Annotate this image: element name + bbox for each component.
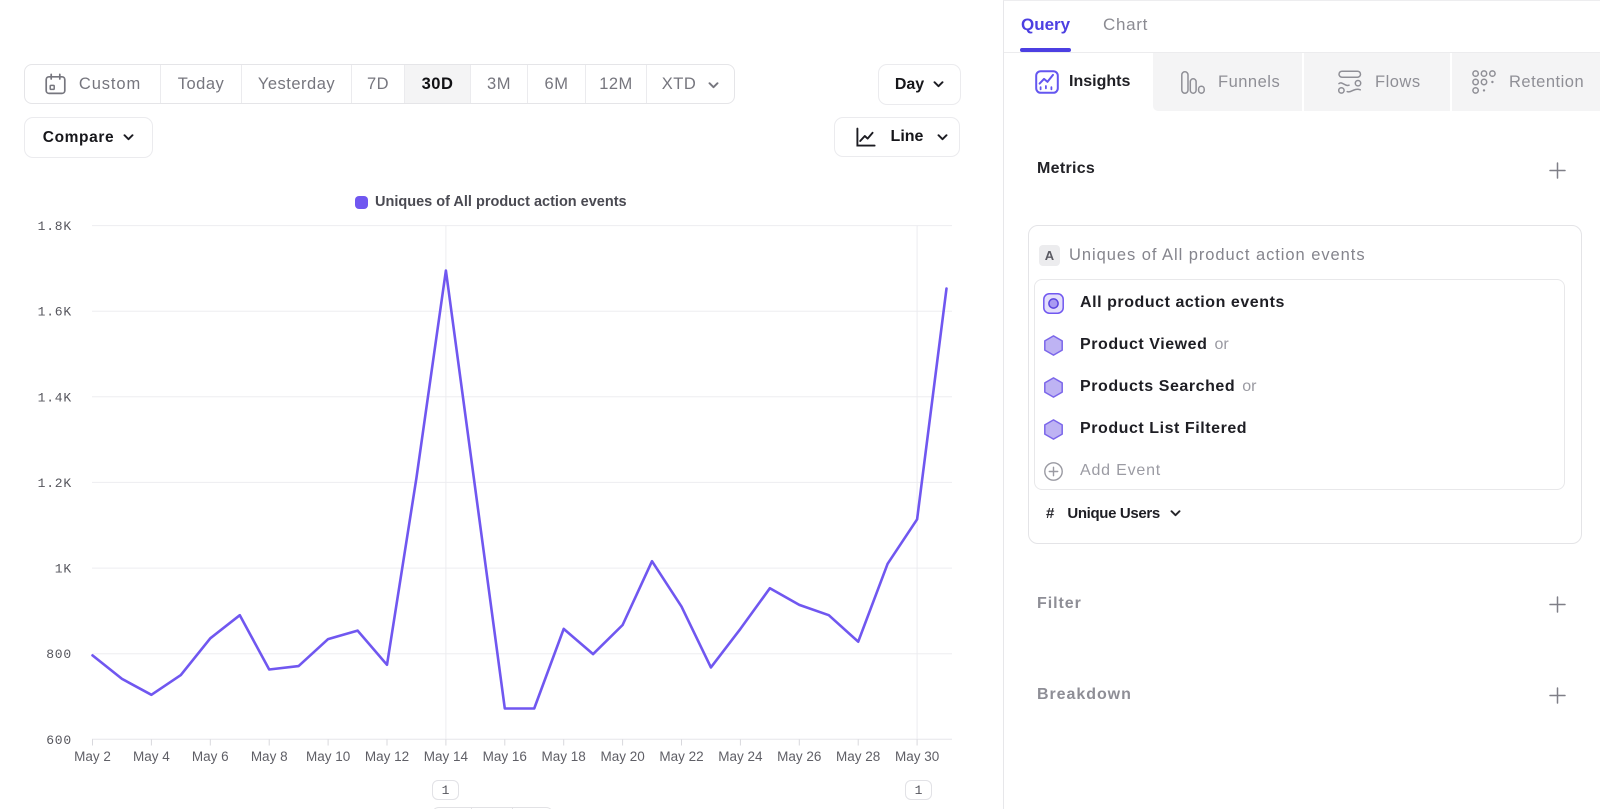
svg-text:1.4K: 1.4K	[38, 390, 72, 405]
svg-text:May 30: May 30	[895, 749, 939, 764]
svg-text:May 6: May 6	[192, 749, 229, 764]
svg-text:May 4: May 4	[133, 749, 170, 764]
svg-text:May 24: May 24	[718, 749, 763, 764]
svg-text:May 10: May 10	[306, 749, 350, 764]
svg-text:May 2: May 2	[74, 749, 111, 764]
svg-text:1.6K: 1.6K	[38, 305, 72, 320]
svg-text:May 22: May 22	[659, 749, 703, 764]
svg-text:May 12: May 12	[365, 749, 409, 764]
svg-text:1.2K: 1.2K	[38, 476, 72, 491]
svg-text:May 20: May 20	[600, 749, 644, 764]
svg-text:1K: 1K	[55, 562, 72, 577]
svg-text:600: 600	[46, 733, 72, 748]
svg-text:May 18: May 18	[542, 749, 586, 764]
svg-text:May 14: May 14	[424, 749, 469, 764]
svg-text:May 26: May 26	[777, 749, 821, 764]
svg-text:1.8K: 1.8K	[38, 219, 72, 234]
svg-text:May 28: May 28	[836, 749, 880, 764]
svg-text:May 8: May 8	[251, 749, 288, 764]
svg-text:800: 800	[46, 647, 72, 662]
svg-text:May 16: May 16	[483, 749, 527, 764]
